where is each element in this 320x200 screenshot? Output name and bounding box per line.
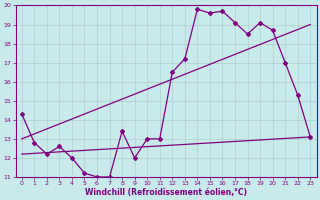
X-axis label: Windchill (Refroidissement éolien,°C): Windchill (Refroidissement éolien,°C): [85, 188, 247, 197]
